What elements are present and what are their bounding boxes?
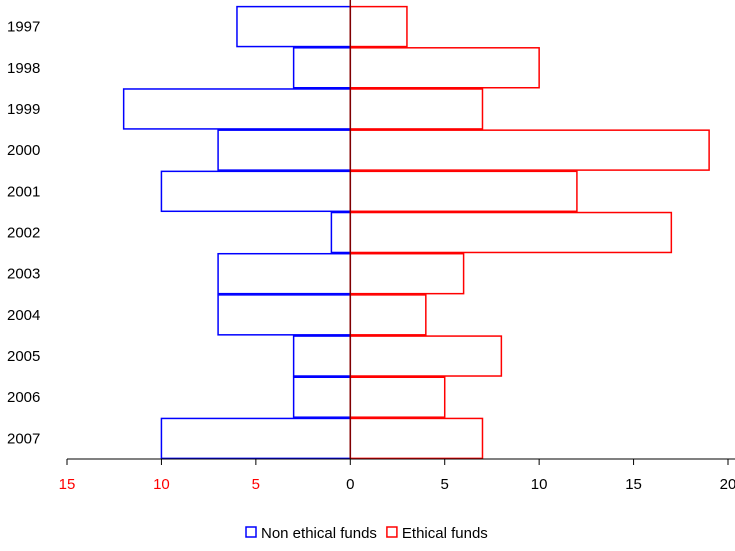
ethical-bar-2000 [349,129,710,171]
ethical-bar-1999 [349,88,484,130]
ethical-bar-2003 [349,252,465,295]
x-tick-label-20: 20 [720,476,735,493]
ethical-bar-1997 [349,5,408,48]
category-label-2001: 2001 [7,183,40,200]
category-label-2004: 2004 [7,307,40,324]
x-tick-label-5: 5 [441,476,449,493]
non-ethical-bar-2004 [217,294,352,336]
x-tick-label--5: 5 [252,476,260,493]
ethical-bar-2007 [349,417,484,460]
ethical-bar-2002 [349,211,673,254]
category-label-1999: 1999 [7,101,40,118]
x-axis: 15 10 5 0 5 10 15 20 [59,458,735,493]
bars-group [122,0,710,460]
x-tick-label-10: 10 [531,476,548,493]
category-label-1998: 1998 [7,60,40,77]
non-ethical-bar-1999 [122,88,352,130]
x-tick-label-0: 0 [346,476,354,493]
non-ethical-bar-2000 [217,129,352,171]
category-label-2003: 2003 [7,266,40,283]
non-ethical-legend-swatch [245,526,257,538]
non-ethical-bar-2006 [292,376,352,418]
ethical-bar-2005 [349,335,503,377]
category-label-2005: 2005 [7,348,40,365]
category-label-2002: 2002 [7,225,40,242]
category-label-2000: 2000 [7,142,40,159]
non-ethical-bar-2005 [292,335,352,377]
non-ethical-bar-1998 [292,47,352,89]
category-label-2007: 2007 [7,430,40,447]
non-ethical-bar-2001 [160,170,352,213]
category-label-2006: 2006 [7,389,40,406]
ethical-bar-2004 [349,294,427,336]
non-ethical-bar-2003 [217,252,352,295]
ethical-bar-2001 [349,170,578,213]
non-ethical-legend-label: Non ethical funds [261,525,377,542]
non-ethical-bar-2002 [330,211,352,254]
x-tick-label-15: 15 [625,476,642,493]
ethical-legend-swatch [386,526,398,538]
x-tick-label--10: 10 [153,476,170,493]
ethical-bar-2006 [349,376,446,418]
non-ethical-bar-1997 [236,5,352,48]
category-label-1997: 1997 [7,19,40,36]
ethical-bar-1998 [349,47,540,89]
x-tick-label--15: 15 [59,476,76,493]
legend: Non ethical funds Ethical funds [245,525,488,542]
ethical-legend-label: Ethical funds [402,525,488,542]
category-labels: 1997 1998 1999 2000 2001 2002 2003 2004 2005 2006… [7,19,40,448]
non-ethical-bar-2007 [160,417,352,460]
